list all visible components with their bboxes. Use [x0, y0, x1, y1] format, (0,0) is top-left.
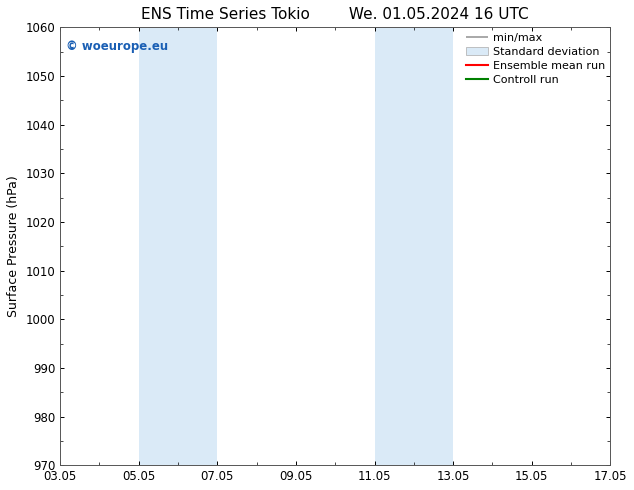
Bar [139, 27, 217, 465]
Title: ENS Time Series Tokio        We. 01.05.2024 16 UTC: ENS Time Series Tokio We. 01.05.2024 16 … [141, 7, 529, 22]
Y-axis label: Surface Pressure (hPa): Surface Pressure (hPa) [7, 175, 20, 317]
Text: © woeurope.eu: © woeurope.eu [65, 40, 168, 53]
Bar [375, 27, 453, 465]
Legend: min/max, Standard deviation, Ensemble mean run, Controll run: min/max, Standard deviation, Ensemble me… [462, 29, 608, 88]
